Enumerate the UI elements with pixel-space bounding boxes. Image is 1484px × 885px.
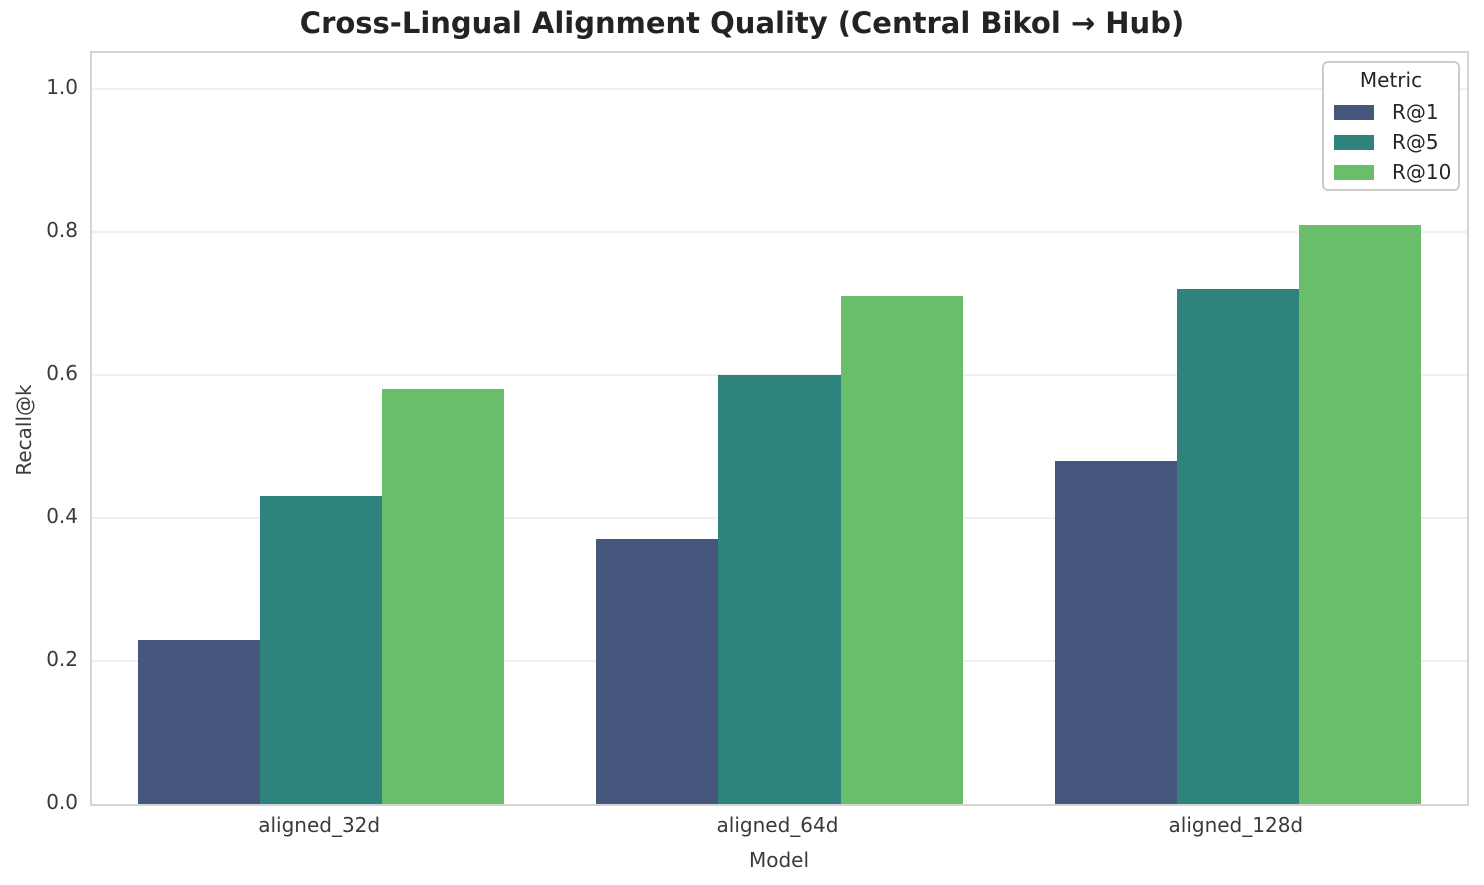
chart-title: Cross-Lingual Alignment Quality (Central…: [299, 6, 1185, 40]
legend-label: R@5: [1392, 130, 1439, 154]
ytick-label-0.2: 0.2: [46, 646, 78, 671]
legend-swatch-r10-icon: [1334, 164, 1374, 180]
y-axis-label: Recall@k: [12, 384, 36, 476]
legend-label: R@1: [1392, 100, 1439, 124]
legend-item: R@10: [1324, 157, 1458, 187]
xtick-label-aligned_64d: aligned_64d: [716, 813, 839, 837]
bar-R@5-aligned_32d: [260, 496, 383, 804]
xtick-label-aligned_128d: aligned_128d: [1168, 813, 1304, 837]
gridline-y-0.8: [92, 230, 1467, 233]
ytick-label-0.0: 0.0: [46, 790, 78, 814]
gridline-y-0.6: [92, 373, 1467, 376]
legend-title: Metric: [1359, 68, 1423, 92]
bar-R@10-aligned_32d: [382, 389, 505, 804]
legend: Metric R@1 R@5 R@10: [1322, 61, 1460, 191]
ytick-label-1.0: 1.0: [46, 74, 78, 99]
y-axis-ticks: 0.0 0.2 0.4 0.6 0.8 1.0: [0, 51, 78, 814]
legend-swatch-r1-icon: [1334, 104, 1374, 120]
legend-item: R@1: [1324, 97, 1458, 127]
ytick-label-0.8: 0.8: [46, 217, 78, 242]
x-axis-label: Model: [748, 848, 810, 872]
bar-R@10-aligned_128d: [1298, 224, 1422, 804]
bar-R@5-aligned_128d: [1176, 289, 1299, 804]
bar-R@1-aligned_64d: [596, 539, 719, 804]
bar-R@10-aligned_64d: [840, 296, 963, 804]
x-axis-ticks: aligned_32d aligned_64d aligned_128d: [90, 813, 1469, 843]
legend-item: R@5: [1324, 127, 1458, 157]
xtick-label-aligned_32d: aligned_32d: [258, 813, 381, 837]
plot-area: [90, 51, 1469, 806]
ytick-label-0.6: 0.6: [46, 360, 78, 385]
legend-label: R@10: [1392, 160, 1452, 184]
bar-R@5-aligned_64d: [718, 374, 841, 804]
bar-R@1-aligned_32d: [137, 639, 261, 804]
legend-swatch-r5-icon: [1334, 134, 1374, 150]
gridline-y-1: [92, 87, 1467, 90]
ytick-label-0.4: 0.4: [46, 503, 78, 528]
bar-R@1-aligned_128d: [1054, 460, 1177, 804]
